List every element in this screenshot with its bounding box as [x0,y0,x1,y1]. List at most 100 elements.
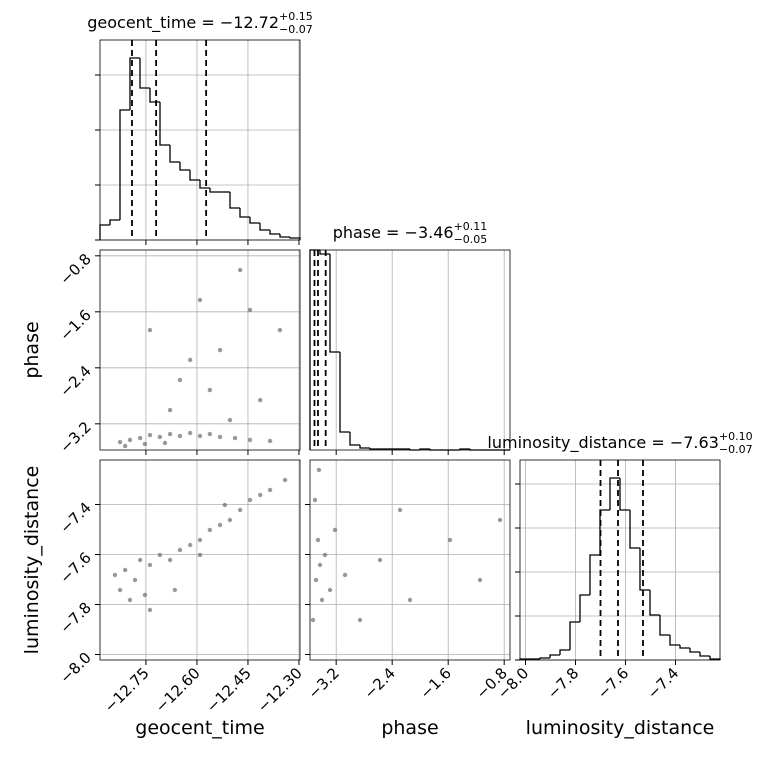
hist-bin [279,234,290,238]
sample-point [327,587,333,593]
y-tick-label: −3.2 [56,418,94,456]
sample-point [317,562,323,568]
sample-point [227,517,233,523]
y-tick-label: −8.0 [56,649,94,687]
x-tick-label: −12.30 [254,664,306,716]
sample-point [187,430,193,436]
title-main: phase = −3.46 [333,223,454,242]
sample-point [147,607,153,613]
sample-point [197,433,203,439]
sample-point [217,522,223,528]
sample-point [407,597,413,603]
hist-bin [609,477,620,510]
hist-bin [549,654,560,658]
hist-bin [599,509,610,555]
sample-point [310,617,316,623]
sample-point [207,431,213,437]
sample-point [258,492,263,498]
sample-point [147,432,153,438]
sample-point [137,435,143,441]
sample-point [122,567,128,573]
sample-point [187,542,193,548]
sample-point [187,357,193,363]
hist-bin [679,645,690,649]
sample-point [447,537,453,543]
y-tick-label: −7.8 [56,599,94,637]
sample-point [357,617,363,623]
sample-point [117,587,123,593]
hist-bin [359,445,370,449]
sample-point [132,577,138,583]
panel-frame [99,249,301,451]
y-tick-label: −0.8 [56,250,94,288]
sample-point [207,387,213,393]
hist-bin [109,219,120,225]
title-upper: +0.11 [454,220,488,233]
hist-bin [369,448,381,450]
hist-bin [579,594,590,622]
hist-bin [689,648,700,653]
title-lower: −0.07 [719,443,753,456]
sample-point [112,572,118,578]
panel: phase = −3.46+0.11 −0.05 [309,220,511,455]
sample-point [177,433,183,439]
hist-bin [319,250,330,255]
sample-point [247,437,253,443]
hist-bin [249,217,260,224]
sample-point [222,502,228,508]
sample-point [137,557,143,563]
sample-point [497,517,503,523]
sample-point [122,443,128,449]
sample-point [177,547,183,553]
panel-title: luminosity_distance = −7.63+0.10 −0.07 [487,430,752,456]
sample-point [157,434,163,440]
sample-point [197,552,203,558]
sample-point [237,507,243,513]
x-tick-label: −2.4 [361,664,399,702]
panel-frame [99,39,301,241]
hist-bin [699,652,710,657]
hist-bin [669,635,680,646]
hist-bin [99,224,110,240]
sample-point [247,307,253,313]
sample-point [127,597,133,603]
sample-point [319,597,325,603]
hist-bin [589,554,600,595]
sample-point [316,467,322,473]
sample-point [197,297,203,303]
hist-bin [239,208,250,218]
sample-point [267,487,273,493]
title-lower: −0.07 [279,23,313,36]
x-tick-label: −12.45 [203,664,255,716]
hist-bin [189,170,200,181]
sample-point [477,577,483,583]
hist-bin [349,432,361,446]
sample-point [313,577,319,583]
hist-bin [179,162,190,171]
hist-bin [629,510,640,549]
y-tick-label: −7.4 [56,499,94,537]
sample-point [117,439,123,445]
sample-point [172,587,178,593]
hist-bin [639,548,650,591]
sample-point [167,431,173,437]
sample-point [232,435,238,441]
title-lower: −0.05 [454,233,488,246]
x-axis-label: luminosity_distance [526,717,715,739]
sample-point [217,347,223,353]
x-tick-label: −1.6 [417,664,455,702]
hist-bin [329,254,341,353]
hist-bin [649,590,660,616]
sample-point [267,438,273,444]
hist-bin [199,180,210,189]
sample-point [377,557,383,563]
sample-point [142,592,148,598]
sample-point [167,557,173,563]
sample-point [177,377,183,383]
sample-point [157,552,163,558]
sample-point [322,552,328,558]
hist-bin [339,352,350,433]
